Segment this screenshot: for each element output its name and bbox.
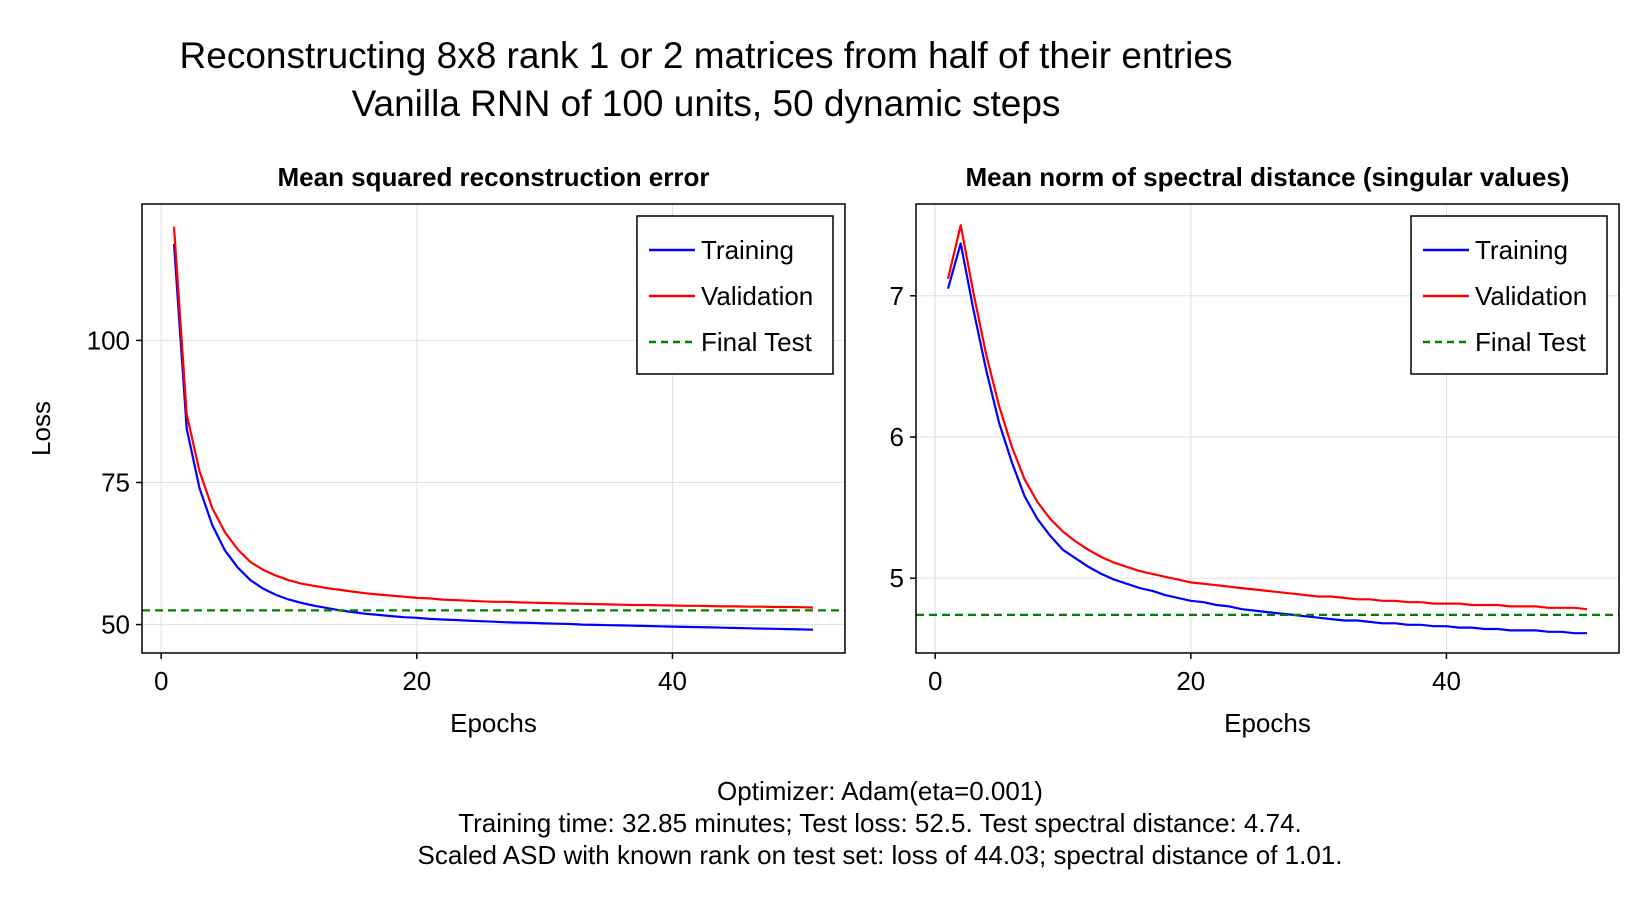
plot-title: Mean squared reconstruction error <box>278 162 710 192</box>
legend-label: Final Test <box>701 327 813 357</box>
series-line-training <box>172 243 814 631</box>
legend-label: Final Test <box>1475 327 1587 357</box>
legend-label: Validation <box>701 281 813 311</box>
figure-title-line2: Vanilla RNN of 100 units, 50 dynamic ste… <box>352 83 1061 124</box>
spectral-distance-plot: Mean norm of spectral distance (singular… <box>890 162 1620 738</box>
plot-title: Mean norm of spectral distance (singular… <box>966 162 1570 192</box>
series-line-validation <box>172 226 814 609</box>
x-tick-label: 40 <box>1432 666 1461 696</box>
x-tick-label: 20 <box>402 666 431 696</box>
series-line-training <box>946 242 1587 635</box>
y-tick-label: 100 <box>87 325 130 355</box>
series-line-validation <box>946 224 1588 611</box>
footer-scaled-asd: Scaled ASD with known rank on test set: … <box>418 840 1343 870</box>
plot-frame <box>915 203 1620 654</box>
footer-optimizer: Optimizer: Adam(eta=0.001) <box>717 776 1043 806</box>
y-axis-label: Loss <box>26 401 56 456</box>
y-tick-label: 5 <box>890 563 904 593</box>
x-tick-label: 20 <box>1176 666 1205 696</box>
y-tick-label: 7 <box>890 281 904 311</box>
x-tick-label: 0 <box>154 666 168 696</box>
y-tick-label: 6 <box>890 422 904 452</box>
x-axis-label: Epochs <box>450 708 537 738</box>
plot-frame <box>141 203 846 654</box>
legend: Training Validation Final Test <box>636 215 834 375</box>
legend-label: Training <box>701 235 794 265</box>
legend: Training Validation Final Test <box>1410 215 1608 375</box>
footer-training-time: Training time: 32.85 minutes; Test loss:… <box>458 808 1302 838</box>
x-tick-label: 40 <box>658 666 687 696</box>
mse-plot: Mean squared reconstruction error 0 20 40 50… <box>26 162 846 738</box>
x-tick-label: 0 <box>928 666 942 696</box>
figure-title-line1: Reconstructing 8x8 rank 1 or 2 matrices … <box>180 35 1233 76</box>
y-tick-label: 50 <box>101 610 130 640</box>
x-axis-label: Epochs <box>1224 708 1311 738</box>
legend-label: Training <box>1475 235 1568 265</box>
legend-label: Validation <box>1475 281 1587 311</box>
y-tick-label: 75 <box>101 467 130 497</box>
